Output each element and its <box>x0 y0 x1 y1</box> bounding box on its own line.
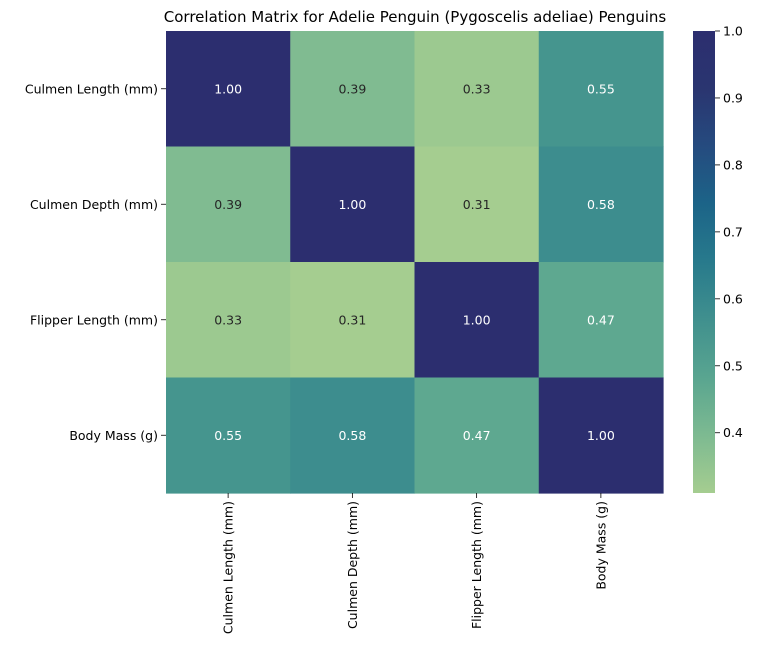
heatmap-cell <box>538 262 664 379</box>
heatmap-cell <box>538 31 664 148</box>
cell-value-label: 0.55 <box>587 81 615 96</box>
heatmap-cell <box>414 31 540 148</box>
heatmap-cell <box>414 377 540 494</box>
column-tick-label: Body Mass (g) <box>593 501 608 590</box>
row-tick-label: Culmen Depth (mm) <box>30 197 158 212</box>
cell-value-label: 1.00 <box>587 428 615 443</box>
column-tick-label: Culmen Length (mm) <box>221 501 236 634</box>
cell-value-label: 0.58 <box>338 428 366 443</box>
cell-value-label: 0.47 <box>587 312 615 327</box>
colorbar-tick-label: 0.9 <box>723 90 743 105</box>
heatmap-cell <box>538 377 664 494</box>
cell-value-label: 1.00 <box>463 312 491 327</box>
heatmap-cell <box>166 31 291 148</box>
heatmap-cell <box>290 146 416 263</box>
colorbar-tick-label: 0.4 <box>723 425 743 440</box>
heatmap-cell <box>166 377 291 494</box>
cell-value-label: 0.39 <box>338 81 366 96</box>
heatmap-cell <box>166 262 291 379</box>
heatmap-cell <box>166 146 291 263</box>
cell-value-label: 0.31 <box>463 197 491 212</box>
cell-value-label: 1.00 <box>338 197 366 212</box>
cell-value-label: 0.33 <box>463 81 491 96</box>
cell-value-label: 0.33 <box>214 312 242 327</box>
colorbar-tick-label: 0.7 <box>723 224 743 239</box>
heatmap-cell-labels: 1.00 0.39 0.33 0.55 0.39 1.00 0.31 0.58 0.33 0.31… <box>214 81 615 443</box>
colorbar-gradient <box>693 31 715 493</box>
cell-value-label: 0.47 <box>463 428 491 443</box>
chart-title: Correlation Matrix for Adelie Penguin (P… <box>164 8 667 26</box>
colorbar-tick-label: 0.6 <box>723 291 743 306</box>
row-tick-label: Culmen Length (mm) <box>25 81 158 96</box>
heatmap-cell <box>414 262 540 379</box>
colorbar-tick-label: 0.8 <box>723 157 743 172</box>
cell-value-label: 0.58 <box>587 197 615 212</box>
heatmap-cells <box>166 31 664 494</box>
colorbar-tick-label: 1.0 <box>723 24 743 39</box>
heatmap-cell <box>414 146 540 263</box>
colorbar: 0.4 0.5 0.6 0.7 0.8 0.9 1.0 <box>693 24 743 493</box>
cell-value-label: 0.31 <box>338 312 366 327</box>
cell-value-label: 0.55 <box>214 428 242 443</box>
column-tick-labels: Culmen Length (mm) Culmen Depth (mm) Flipp… <box>221 493 608 634</box>
heatmap-cell <box>290 377 416 494</box>
cell-value-label: 0.39 <box>214 197 242 212</box>
row-tick-label: Flipper Length (mm) <box>30 312 158 327</box>
cell-value-label: 1.00 <box>214 81 242 96</box>
colorbar-tick-label: 0.5 <box>723 358 743 373</box>
row-tick-label: Body Mass (g) <box>69 428 158 443</box>
heatmap-cell <box>538 146 664 263</box>
heatmap-cell <box>290 262 416 379</box>
column-tick-label: Culmen Depth (mm) <box>345 501 360 629</box>
colorbar-ticks: 0.4 0.5 0.6 0.7 0.8 0.9 1.0 <box>715 24 743 440</box>
heatmap-cell <box>290 31 416 148</box>
row-tick-labels: Culmen Length (mm) Culmen Depth (mm) Flipp… <box>25 81 166 443</box>
column-tick-label: Flipper Length (mm) <box>469 501 484 629</box>
